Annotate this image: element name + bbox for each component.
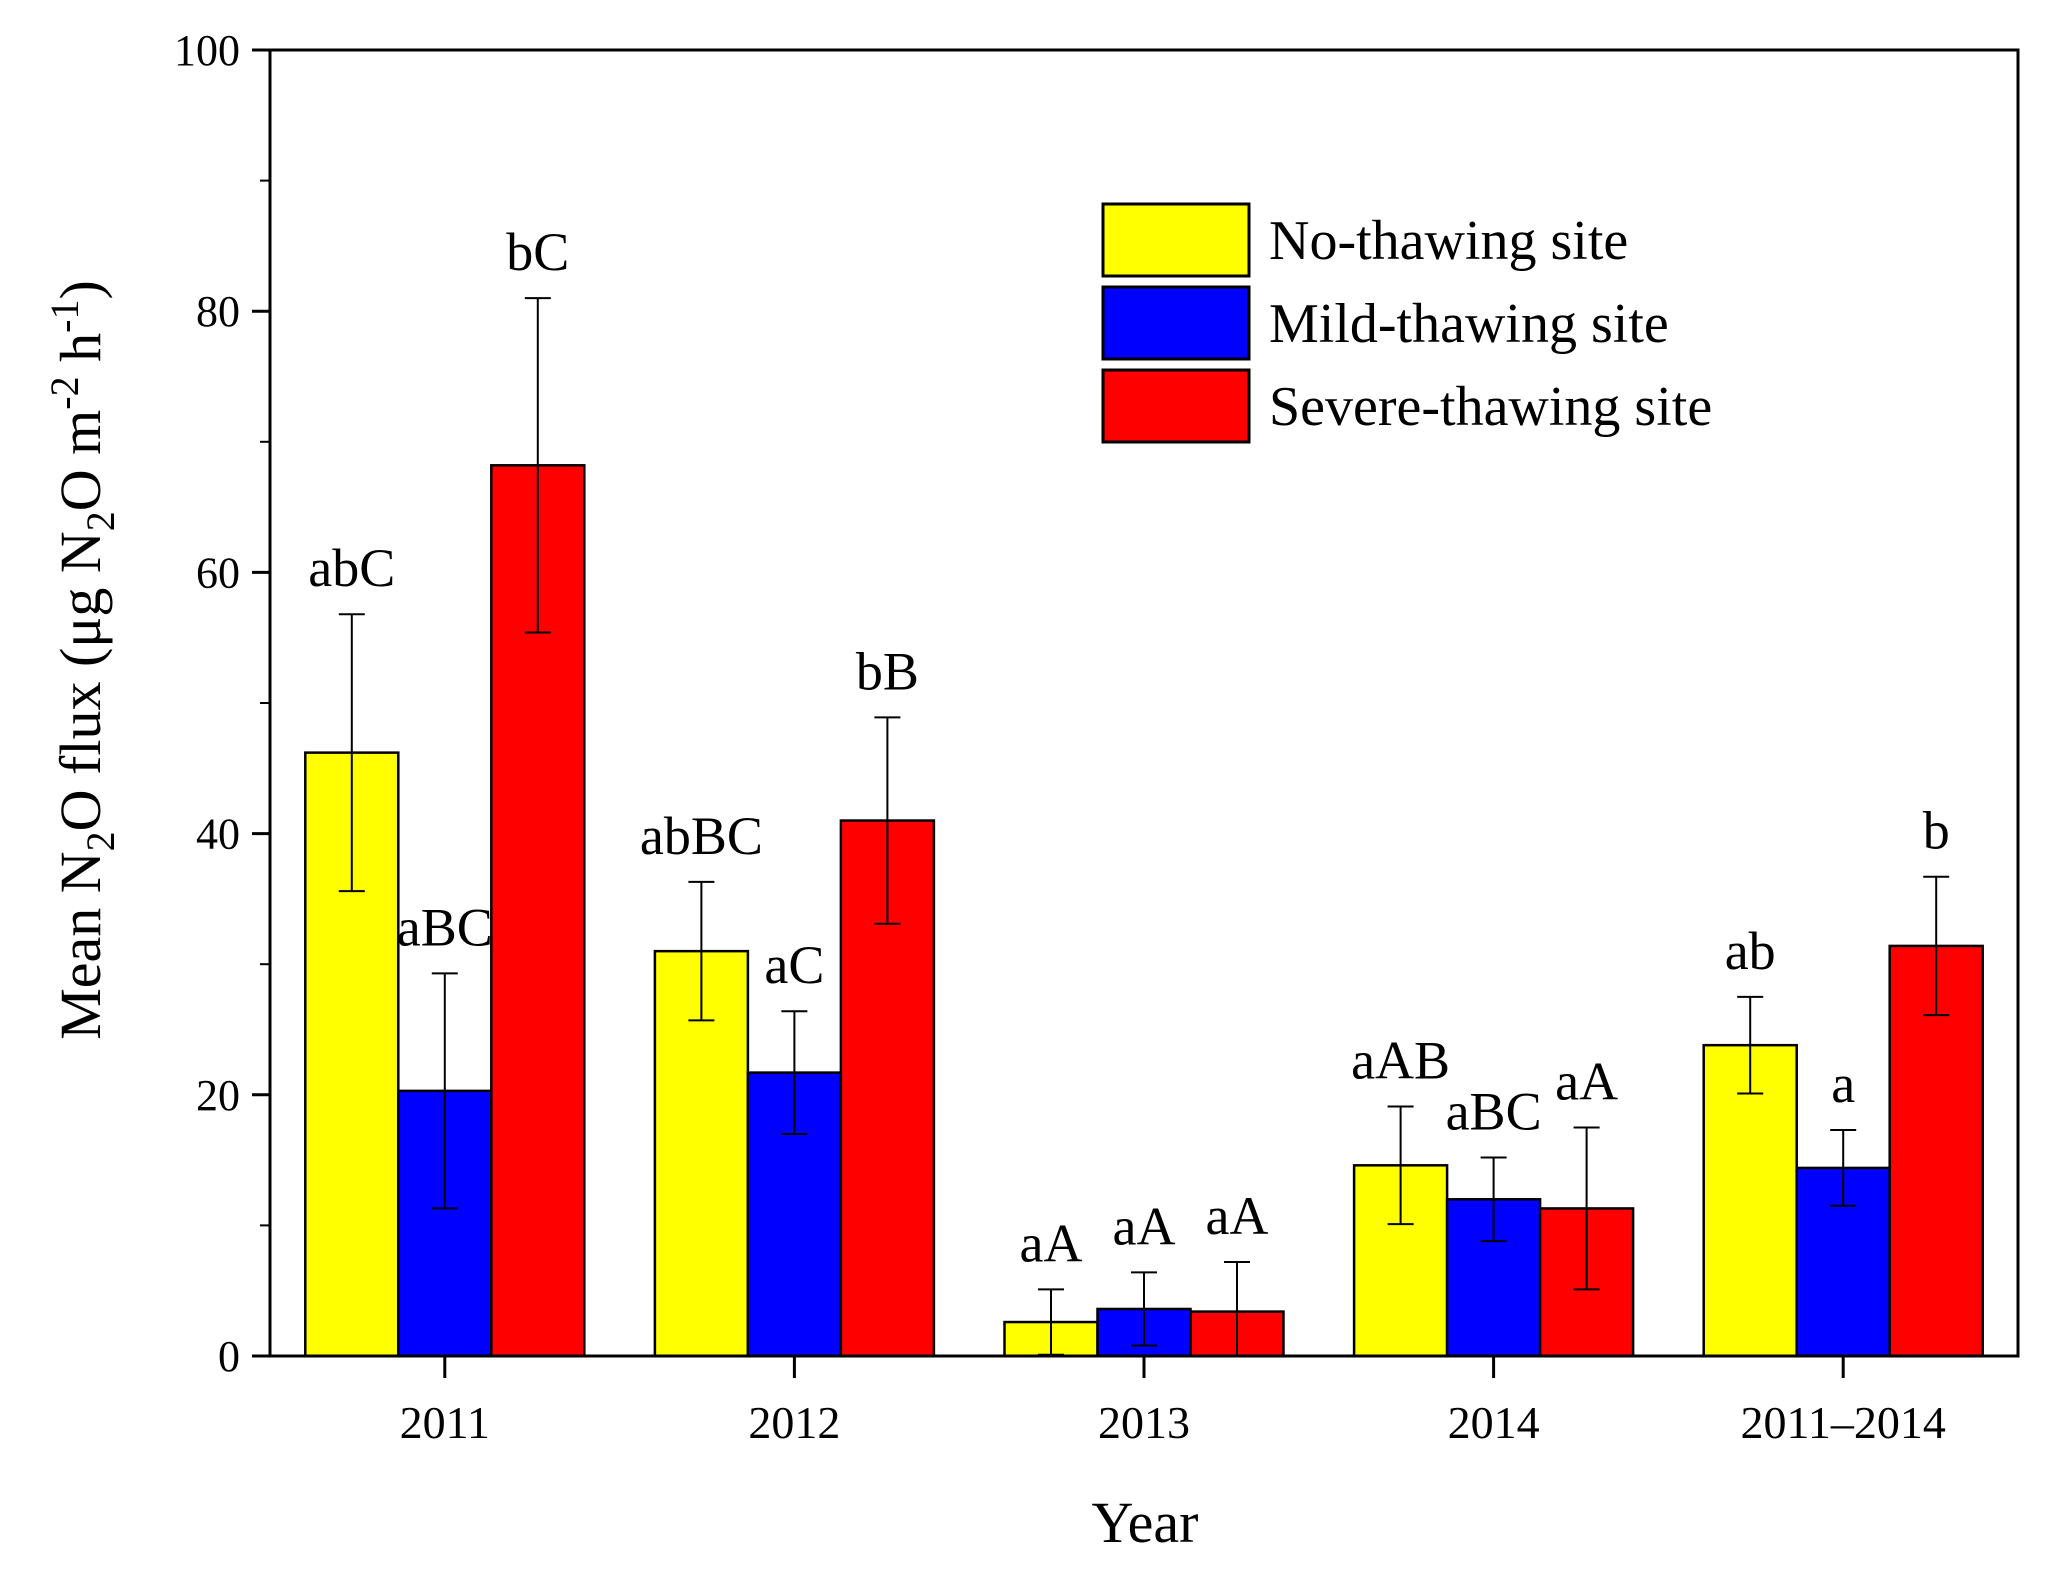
y-tick-label-4: 60 [196, 548, 240, 597]
x-axis-title: Year [1092, 1490, 1199, 1555]
significance-label-2-2: aC [764, 935, 824, 995]
significance-label-1-2: abBC [640, 806, 763, 866]
x-tick-label-3: 2013 [1098, 1397, 1190, 1448]
significance-label-1-4: aAB [1351, 1031, 1450, 1091]
x-tick-label-1: 2011 [400, 1397, 490, 1448]
y-tick-label-5: 80 [196, 287, 240, 336]
y-tick-label-1: 0 [218, 1332, 240, 1381]
x-tick-label-2: 2012 [748, 1397, 840, 1448]
x-tick-label-5: 2011–2014 [1741, 1397, 1946, 1448]
y-axis-title: Mean N2O flux (μg N2O m-2 h-1) [42, 280, 123, 1040]
significance-label-2-5: a [1831, 1054, 1855, 1114]
legend-label-1: No-thawing site [1269, 210, 1628, 272]
significance-label-1-1: abC [308, 538, 395, 598]
legend-swatch-3 [1101, 368, 1251, 444]
significance-label-3-2: bB [856, 641, 919, 701]
x-tick-label-4: 2014 [1448, 1397, 1540, 1448]
significance-label-3-5: b [1923, 801, 1950, 861]
legend-label-2: Mild-thawing site [1269, 293, 1669, 355]
y-tick-label-2: 20 [196, 1071, 240, 1120]
significance-label-3-3: aA [1206, 1186, 1269, 1246]
legend-label-3: Severe-thawing site [1269, 376, 1712, 438]
legend-swatch-2 [1101, 285, 1251, 361]
significance-label-1-5: ab [1725, 921, 1776, 981]
significance-label-2-3: aA [1113, 1196, 1176, 1256]
significance-label-3-1: bC [506, 222, 569, 282]
significance-label-2-1: aBC [397, 897, 493, 957]
legend: No-thawing site Mild-thawing site Severe-t… [1101, 202, 1712, 444]
axes: 2011 2012 2013 2014 2011–2014 0 20 40 60 80 100 [174, 26, 2020, 1448]
significance-label-2-4: aBC [1446, 1081, 1542, 1141]
y-tick-label-6: 100 [174, 26, 240, 75]
significance-label-3-4: aA [1555, 1051, 1618, 1111]
legend-swatch-1 [1101, 202, 1251, 278]
significance-label-1-3: aA [1020, 1213, 1083, 1273]
y-tick-label-3: 40 [196, 810, 240, 859]
error-bars-layer [338, 297, 1950, 1357]
